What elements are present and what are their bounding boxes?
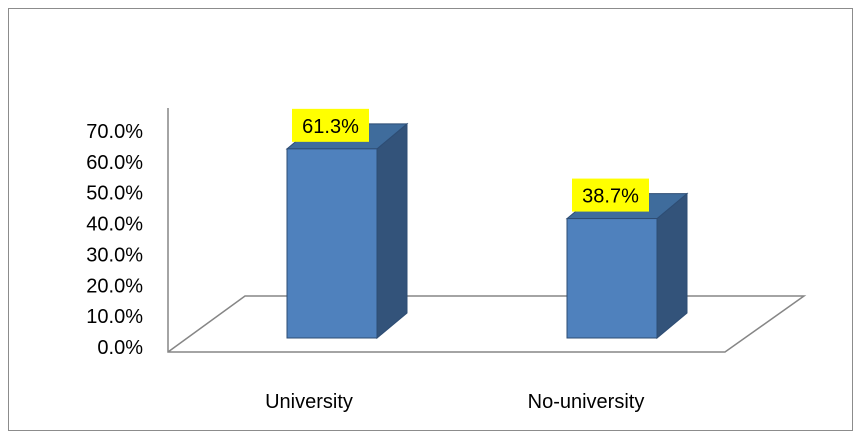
y-axis-ticks: 0.0% 10.0% 20.0% 30.0% 40.0% 50.0% 60.0% 70.0% (86, 121, 143, 359)
category-label: No-university (528, 391, 645, 413)
bar-front-face (566, 218, 658, 339)
chart-frame (8, 8, 853, 431)
y-tick-label: 0.0% (97, 337, 143, 359)
data-label-background (572, 178, 649, 212)
y-tick-label: 30.0% (86, 244, 143, 266)
y-tick-label: 50.0% (86, 183, 143, 205)
y-tick-label: 70.0% (86, 121, 143, 143)
data-label: 61.3% (292, 108, 369, 142)
bar-front-face (286, 148, 378, 339)
y-tick-label: 40.0% (86, 214, 143, 236)
data-label-text: 61.3% (302, 116, 359, 138)
bar-side-face (376, 122, 408, 340)
category-label: University (265, 391, 353, 413)
category-labels: University No-university (265, 391, 644, 413)
chart-floor (167, 108, 807, 353)
y-tick-label: 10.0% (86, 306, 143, 328)
bar (565, 192, 689, 340)
data-label-text: 38.7% (582, 186, 639, 208)
data-label-background (292, 108, 369, 142)
axis-floor-lines (167, 108, 807, 353)
y-tick-label: 60.0% (86, 152, 143, 174)
data-labels: 61.3% 38.7% (292, 108, 649, 212)
y-tick-label: 20.0% (86, 275, 143, 297)
bar (285, 122, 409, 340)
data-label: 38.7% (572, 178, 649, 212)
bars (285, 122, 689, 340)
